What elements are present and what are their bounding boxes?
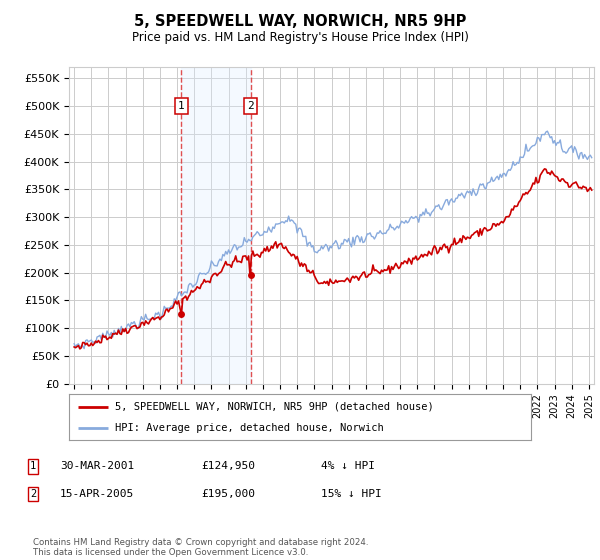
Text: Price paid vs. HM Land Registry's House Price Index (HPI): Price paid vs. HM Land Registry's House … xyxy=(131,31,469,44)
Text: £195,000: £195,000 xyxy=(201,489,255,499)
Text: 30-MAR-2001: 30-MAR-2001 xyxy=(60,461,134,472)
Text: 5, SPEEDWELL WAY, NORWICH, NR5 9HP (detached house): 5, SPEEDWELL WAY, NORWICH, NR5 9HP (deta… xyxy=(115,402,434,412)
Text: HPI: Average price, detached house, Norwich: HPI: Average price, detached house, Norw… xyxy=(115,423,384,433)
Text: 2: 2 xyxy=(247,101,254,111)
Text: 15-APR-2005: 15-APR-2005 xyxy=(60,489,134,499)
Text: 1: 1 xyxy=(30,461,36,472)
Text: 15% ↓ HPI: 15% ↓ HPI xyxy=(321,489,382,499)
Text: 2: 2 xyxy=(30,489,36,499)
Text: £124,950: £124,950 xyxy=(201,461,255,472)
Text: Contains HM Land Registry data © Crown copyright and database right 2024.
This d: Contains HM Land Registry data © Crown c… xyxy=(33,538,368,557)
Bar xyxy=(181,67,251,384)
Text: 5, SPEEDWELL WAY, NORWICH, NR5 9HP: 5, SPEEDWELL WAY, NORWICH, NR5 9HP xyxy=(134,14,466,29)
Text: 4% ↓ HPI: 4% ↓ HPI xyxy=(321,461,375,472)
Text: 1: 1 xyxy=(178,101,185,111)
